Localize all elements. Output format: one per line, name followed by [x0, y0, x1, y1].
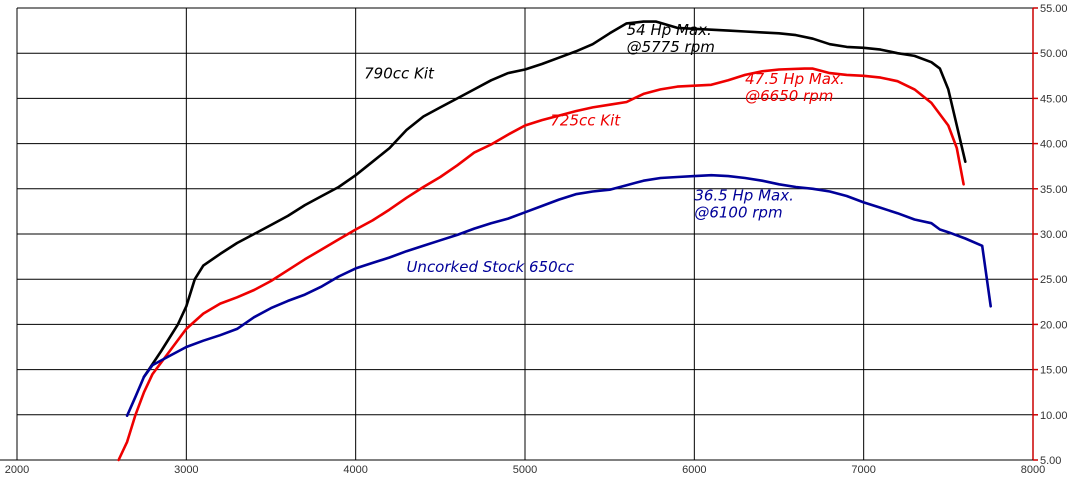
label-725: 725cc Kit — [550, 112, 621, 130]
x-tick-label: 3000 — [174, 464, 198, 476]
y-tick-label: 45.00 — [1040, 93, 1068, 105]
x-axis-ticks: 2000 3000 4000 5000 6000 7000 8000 — [5, 464, 1045, 476]
y-tick-label: 10.00 — [1040, 410, 1068, 422]
label-stock: Uncorked Stock 650cc — [406, 258, 574, 276]
y-axis-ticks: 5.00 10.00 15.00 20.00 25.00 30.00 35.00 40.00 4… — [1040, 3, 1068, 467]
label-725-max: 47.5 Hp Max. @6650 rpm — [745, 70, 845, 105]
label-790: 790cc Kit — [364, 65, 435, 83]
label-stock-max: 36.5 Hp Max. @6100 rpm — [694, 187, 794, 222]
y-tick-label: 20.00 — [1040, 319, 1068, 331]
y-tick-label: 30.00 — [1040, 229, 1068, 241]
y-tick-label: 25.00 — [1040, 274, 1068, 286]
y-tick-label: 35.00 — [1040, 184, 1068, 196]
series-line-2 — [117, 67, 965, 462]
chart-grid — [0, 7, 1038, 461]
y-tick-label: 40.00 — [1040, 139, 1068, 151]
label-790-max: 54 Hp Max. @5775 rpm — [627, 21, 715, 56]
x-tick-label: 5000 — [513, 464, 537, 476]
x-tick-label: 6000 — [682, 464, 706, 476]
x-tick-label: 4000 — [343, 464, 367, 476]
y-tick-label: 15.00 — [1040, 365, 1068, 377]
y-tick-label: 50.00 — [1040, 48, 1068, 60]
series-line-1 — [142, 20, 967, 379]
series-line-3 — [125, 173, 992, 417]
x-tick-label: 7000 — [851, 464, 875, 476]
x-tick-label: 8000 — [1021, 464, 1045, 476]
x-tick-label: 2000 — [5, 464, 29, 476]
chart-annotations: 790cc Kit 54 Hp Max. @5775 rpm 725cc Kit 47.… — [364, 21, 845, 276]
chart-series — [117, 20, 992, 462]
y-tick-label: 55.00 — [1040, 3, 1068, 15]
y-tick-label: 5.00 — [1040, 455, 1061, 467]
